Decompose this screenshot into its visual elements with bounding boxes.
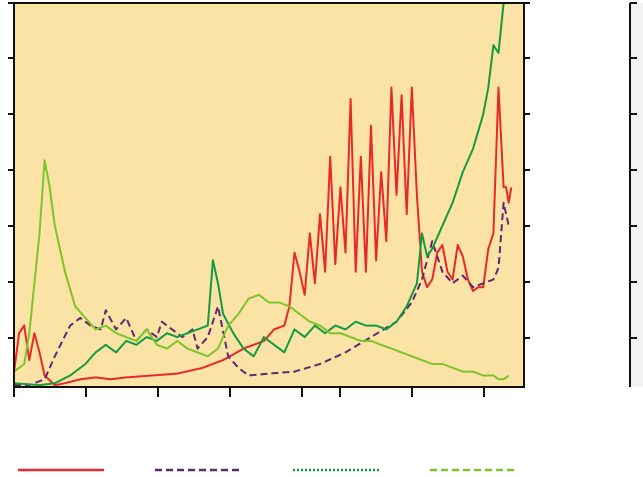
plot-frame — [13, 2, 525, 388]
second-panel — [630, 3, 643, 387]
series-line-4 — [14, 159, 510, 381]
plot-background — [14, 3, 524, 387]
axes — [8, 2, 643, 397]
series-line-2 — [14, 201, 512, 387]
series-group — [14, 3, 513, 387]
series-line-1 — [14, 86, 513, 387]
series-line-3 — [14, 3, 505, 387]
plot-area — [14, 3, 524, 387]
